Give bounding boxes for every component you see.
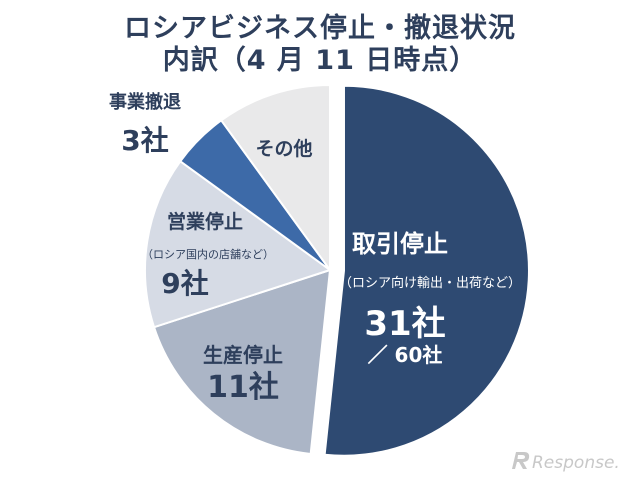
pie-slice-2 [144, 159, 333, 329]
slice-label-business-exit: 事業撤退 [109, 91, 181, 113]
slice-value-sales-stop: 9社 [161, 267, 208, 300]
slice-note-trade-stop: （ロシア向け輸出・出荷など） [339, 275, 521, 291]
slice-label-production-stop: 生産停止 [203, 343, 283, 367]
pie-slices [144, 83, 530, 457]
total-count-label: ／ 60社 [368, 343, 443, 367]
slice-value-production-stop: 11社 [207, 370, 279, 405]
chart-title-line-1: ロシアビジネス停止・撤退状況 [124, 13, 516, 44]
response-watermark: Response. [512, 452, 620, 473]
watermark-r-icon [512, 452, 530, 469]
watermark-text: Response. [532, 453, 620, 473]
pie-slice-0 [323, 84, 530, 457]
slice-label-sales-stop: 営業停止 [167, 210, 243, 233]
slice-value-business-exit: 3社 [121, 124, 168, 157]
slice-label-trade-stop: 取引停止 [352, 230, 448, 258]
pie-slice-4 [219, 83, 331, 274]
pie-slice-1 [152, 268, 332, 456]
slice-label-other: その他 [255, 137, 312, 160]
slice-note-sales-stop: （ロシア国内の店舗など） [142, 247, 274, 261]
chart-title-line-2: 内訳（4 月 11 日時点） [162, 45, 478, 76]
slice-value-trade-stop: 31社 [364, 304, 445, 344]
